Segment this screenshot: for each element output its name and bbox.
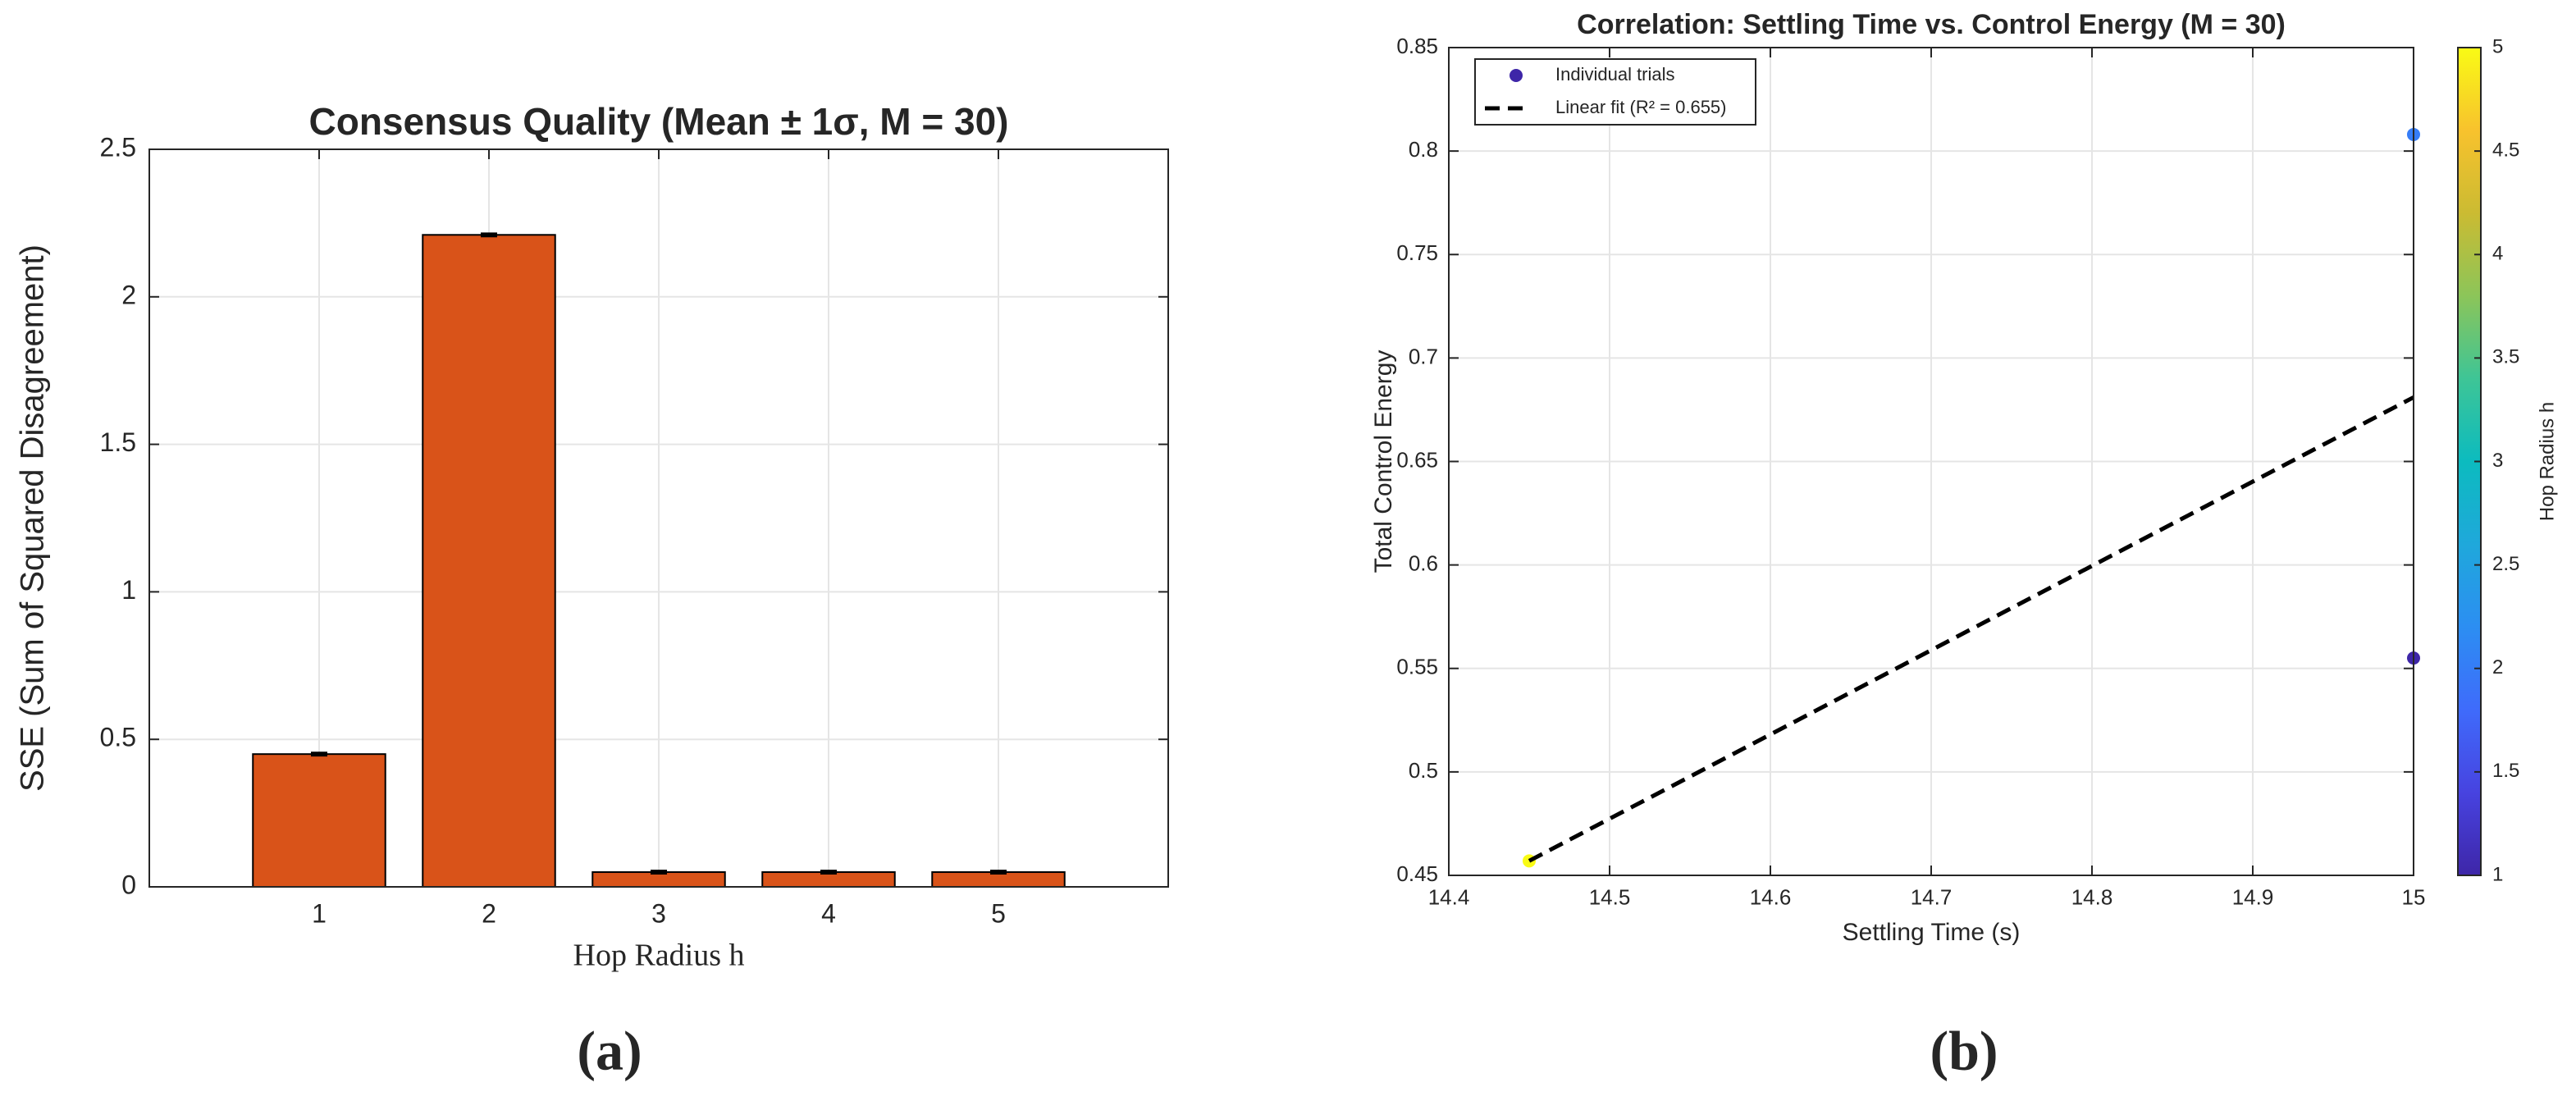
y-tick-label: 0.7 [1409, 344, 1438, 368]
x-tick-label: 1 [312, 899, 327, 929]
bar [422, 234, 556, 888]
panel-label: (a) [577, 1020, 642, 1082]
y-tick-label: 2.5 [100, 132, 136, 162]
fit-line [1528, 395, 2415, 863]
panel-label: (b) [1930, 1020, 1998, 1082]
legend-marker [1510, 69, 1523, 82]
chart-title: Correlation: Settling Time vs. Control E… [1577, 9, 2286, 40]
x-tick-label: 14.4 [1428, 884, 1470, 909]
y-tick-label: 0.6 [1409, 551, 1438, 576]
y-tick-label: 0 [121, 870, 136, 899]
colorbar-tick-label: 5 [2492, 35, 2503, 57]
colorbar-tick-label: 2.5 [2492, 553, 2519, 575]
y-tick-label: 0.8 [1409, 137, 1438, 162]
y-tick-label: 0.45 [1396, 861, 1438, 886]
legend-label: Individual trials [1555, 64, 1675, 85]
x-tick-label: 14.9 [2232, 884, 2274, 909]
x-tick-label: 2 [482, 899, 496, 929]
colorbar-tick-label: 4 [2492, 243, 2503, 265]
legend-box [1474, 58, 1756, 126]
legend-label: Linear fit (R² = 0.655) [1555, 97, 1726, 117]
axes-box [1448, 47, 2414, 876]
colorbar-tick-label: 2 [2492, 656, 2503, 678]
y-tick-label: 1 [121, 575, 136, 605]
y-tick-label: 0.65 [1396, 447, 1438, 472]
bar [252, 753, 386, 888]
axes-box [148, 148, 1169, 888]
x-axis-label: Hop Radius h [573, 939, 745, 973]
colorbar-tick-label: 3 [2492, 450, 2503, 472]
colorbar-tick-label: 3.5 [2492, 346, 2519, 368]
colorbar-tick-label: 1 [2492, 863, 2503, 885]
x-tick-label: 15 [2402, 884, 2426, 909]
y-tick-label: 0.75 [1396, 240, 1438, 265]
x-tick-label: 14.7 [1911, 884, 1953, 909]
x-axis-label: Settling Time (s) [1843, 919, 2021, 946]
colorbar-tick-label: 1.5 [2492, 760, 2519, 782]
y-tick-label: 0.5 [100, 723, 136, 752]
y-axis-label: Total Control Energy [1370, 350, 1397, 573]
y-tick-label: 0.55 [1396, 655, 1438, 679]
colorbar-tick-label: 4.5 [2492, 139, 2519, 161]
x-tick-label: 4 [821, 899, 836, 929]
colorbar-label: Hop Radius h [2536, 402, 2558, 521]
x-tick-label: 14.5 [1589, 884, 1631, 909]
chart-title: Consensus Quality (Mean ± 1σ, M = 30) [309, 100, 1009, 143]
x-tick-label: 3 [651, 899, 666, 929]
y-axis-label: SSE (Sum of Squared Disagreement) [15, 244, 51, 792]
x-tick-label: 14.6 [1750, 884, 1792, 909]
x-tick-label: 14.8 [2071, 884, 2113, 909]
y-tick-label: 0.5 [1409, 758, 1438, 783]
y-tick-label: 2 [121, 280, 136, 309]
y-tick-label: 1.5 [100, 427, 136, 457]
y-tick-label: 0.85 [1396, 34, 1438, 58]
x-tick-label: 5 [991, 899, 1006, 929]
